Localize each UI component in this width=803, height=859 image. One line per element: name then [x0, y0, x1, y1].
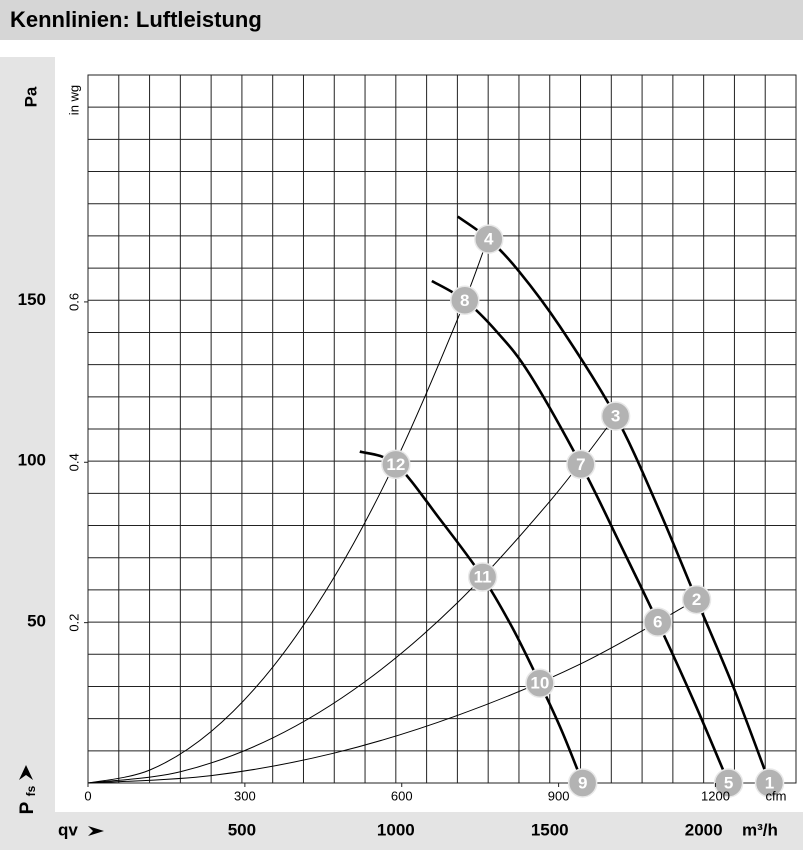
operating-point — [713, 768, 744, 798]
point-label: 9 — [578, 773, 587, 792]
point-label: 2 — [692, 590, 701, 609]
curve — [87, 415, 617, 784]
y-tick-label: 150 — [18, 290, 46, 309]
point-label: 3 — [611, 407, 620, 426]
operating-point — [754, 768, 785, 798]
x2-tick-label: 900 — [548, 788, 570, 803]
y-name-sub: fs — [24, 785, 38, 796]
curve — [87, 235, 490, 784]
x-tick-label: 500 — [228, 820, 256, 839]
operating-point — [450, 285, 480, 316]
grid — [87, 74, 797, 784]
operating-point — [643, 607, 673, 637]
x-label: m³/h — [742, 820, 778, 839]
y-tick-label: 100 — [18, 451, 46, 470]
x-tick-label: 1500 — [531, 820, 569, 839]
y-tick-label: 50 — [27, 612, 46, 631]
y-arrow — [19, 765, 33, 780]
point-label: 1 — [765, 773, 774, 792]
operating-point — [566, 449, 596, 480]
point-label: 10 — [530, 674, 549, 693]
plot-border — [87, 74, 797, 784]
curve — [87, 599, 697, 784]
point-label: 6 — [653, 613, 662, 632]
x2-tick-label: 1200 — [701, 788, 730, 803]
chart-title: Kennlinien: Luftleistung — [10, 7, 262, 32]
curve — [456, 215, 771, 784]
x2-tick-label: 0 — [84, 788, 91, 803]
operating-point — [381, 449, 411, 480]
point-label: 4 — [484, 230, 494, 249]
operating-point — [567, 768, 598, 798]
point-label: 7 — [576, 455, 585, 474]
point-label: 5 — [724, 773, 733, 792]
point-label: 11 — [474, 568, 492, 587]
y2-tick-label: 0.4 — [66, 453, 81, 471]
y-label: Pa — [21, 86, 40, 107]
operating-point — [600, 401, 631, 431]
operating-point — [681, 584, 712, 615]
x-arrow — [88, 826, 104, 836]
y-band — [0, 57, 55, 850]
title-bar — [0, 0, 803, 40]
operating-point — [525, 668, 555, 698]
x2-tick-label: 600 — [391, 788, 413, 803]
point-label: 8 — [460, 291, 469, 310]
y2-tick-label: 0.6 — [66, 293, 81, 311]
x2-label: cfm — [766, 788, 787, 803]
x-tick-label: 1000 — [377, 820, 415, 839]
operating-point — [467, 562, 498, 592]
point-label: 12 — [386, 455, 405, 474]
x-name: qv — [58, 820, 78, 839]
y2-tick-label: 0.2 — [66, 614, 81, 632]
y-name: P — [17, 801, 38, 814]
x2-tick-label: 300 — [234, 788, 256, 803]
x-band — [0, 812, 803, 850]
operating-point — [474, 224, 504, 254]
y2-label: in wg — [66, 85, 81, 115]
x-tick-label: 2000 — [685, 820, 723, 839]
